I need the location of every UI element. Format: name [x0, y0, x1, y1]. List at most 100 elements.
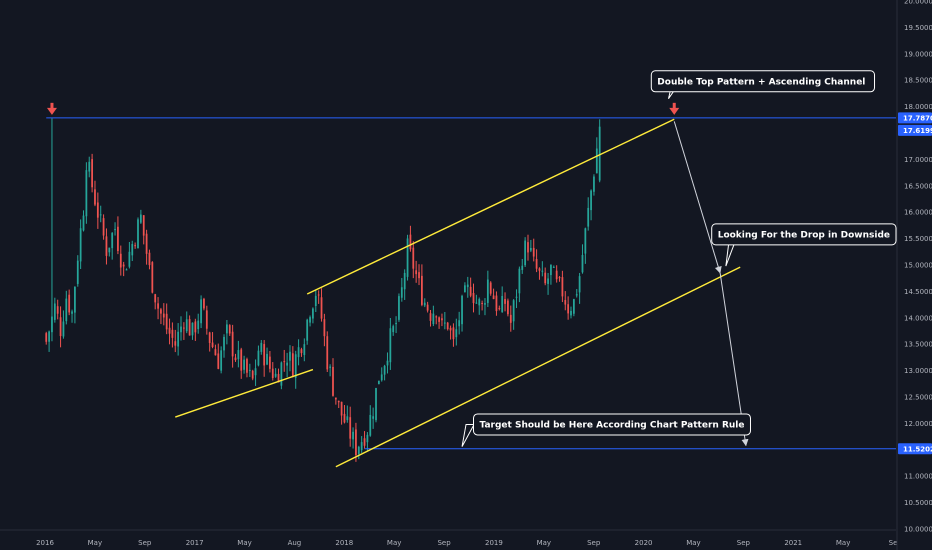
- y-tick-label: 11.00000: [904, 473, 932, 481]
- x-tick-label: Aug: [288, 539, 302, 547]
- candle-body: [420, 275, 423, 305]
- candle-body: [541, 270, 544, 272]
- candle-body: [260, 342, 263, 352]
- candle-body: [177, 331, 180, 347]
- x-tick-label: May: [836, 539, 850, 547]
- candle-body: [134, 245, 137, 247]
- candle-body: [558, 277, 561, 279]
- top-marker-2: [669, 107, 680, 115]
- candle-body: [389, 328, 392, 363]
- candle-body: [125, 269, 128, 271]
- candle-body: [472, 292, 475, 304]
- top-marker-1: [46, 107, 57, 115]
- candle-body: [283, 361, 286, 363]
- candle-body: [56, 306, 59, 314]
- candle-body: [203, 298, 205, 309]
- candle-body: [509, 314, 512, 323]
- candle-body: [544, 272, 547, 284]
- candle-body: [45, 333, 48, 342]
- candle-body: [59, 317, 62, 337]
- candle-body: [228, 325, 231, 334]
- y-tick-label: 10.00000: [904, 526, 932, 534]
- candle-body: [263, 344, 266, 366]
- candle-body: [363, 438, 366, 446]
- candle-body: [102, 218, 105, 236]
- candle-body: [501, 296, 504, 313]
- candle-body: [406, 238, 409, 277]
- candle-body: [114, 229, 116, 231]
- candle-body: [160, 309, 162, 314]
- candle-body: [409, 234, 412, 250]
- candle-body: [464, 285, 466, 293]
- candle-body: [466, 284, 469, 288]
- y-tick-label: 19.00000: [904, 50, 932, 58]
- drop-arrow-1: [673, 121, 722, 274]
- candle-body: [326, 336, 329, 370]
- candle-body: [145, 233, 148, 254]
- y-tick-label: 19.50000: [904, 24, 932, 32]
- candle-body: [495, 295, 498, 312]
- candle-body: [386, 360, 389, 366]
- candle-body: [561, 277, 564, 297]
- candle-body: [492, 295, 495, 300]
- x-tick-label: May: [88, 539, 102, 547]
- x-tick-label: May: [537, 539, 551, 547]
- candle-body: [478, 299, 481, 306]
- y-tick-label: 15.50000: [904, 235, 932, 243]
- x-tick-label: 2019: [485, 539, 503, 547]
- candle-body: [240, 349, 243, 371]
- candle-body: [274, 373, 277, 377]
- candle-body: [79, 228, 82, 262]
- x-tick-label: May: [237, 539, 251, 547]
- x-tick-label: 2018: [335, 539, 353, 547]
- y-tick-label: 12.00000: [904, 420, 932, 428]
- candle-body: [535, 259, 538, 269]
- candle-body: [205, 310, 208, 329]
- x-tick-label: Sep: [737, 539, 751, 547]
- target-label: 11.52027: [903, 445, 932, 453]
- x-tick-label: Sep: [587, 539, 601, 547]
- candle-body: [246, 359, 248, 373]
- candle-body: [521, 265, 524, 270]
- candle-body: [575, 294, 578, 296]
- candle-body: [151, 262, 154, 293]
- candle-body: [243, 359, 245, 370]
- candle-body: [251, 370, 254, 379]
- target-callout-pointer: [461, 423, 475, 447]
- candle-body: [593, 176, 595, 192]
- x-axis: 2016 May Sep 2017 May Aug 2018 May Sep 2019 May Sep…: [0, 529, 897, 547]
- candle-body: [191, 322, 194, 336]
- y-axis-panel: [897, 0, 932, 550]
- candle-body: [564, 299, 567, 305]
- candle-body: [291, 353, 294, 377]
- candle-body: [426, 304, 429, 311]
- candle-body: [48, 331, 50, 342]
- candle-body: [269, 356, 271, 369]
- candle-body: [377, 380, 380, 385]
- candle-body: [349, 417, 352, 439]
- candle-body: [194, 321, 197, 333]
- candle-body: [412, 247, 415, 269]
- y-tick-label: 14.50000: [904, 288, 932, 296]
- candle-body: [226, 324, 228, 334]
- candle-body: [595, 148, 598, 174]
- candle-body: [323, 319, 326, 337]
- target-callout-text: Target Should be Here According Chart Pa…: [480, 421, 745, 431]
- last-price-label: 17.61990: [903, 127, 932, 135]
- candle-body: [248, 369, 251, 371]
- candle-body: [395, 322, 397, 325]
- candle-body: [532, 247, 535, 257]
- candle-body: [469, 286, 472, 296]
- candle-body: [340, 401, 343, 416]
- candle-body: [119, 253, 122, 268]
- y-tick-label: 17.00000: [904, 156, 932, 164]
- candle-body: [452, 327, 455, 340]
- candle-body: [360, 442, 363, 451]
- candle-body: [294, 354, 297, 378]
- candle-body: [398, 296, 400, 320]
- candle-body: [438, 317, 440, 322]
- candle-body: [489, 282, 492, 294]
- target-label-bg: [898, 443, 932, 455]
- candle-body: [188, 319, 191, 336]
- candle-body: [91, 159, 94, 188]
